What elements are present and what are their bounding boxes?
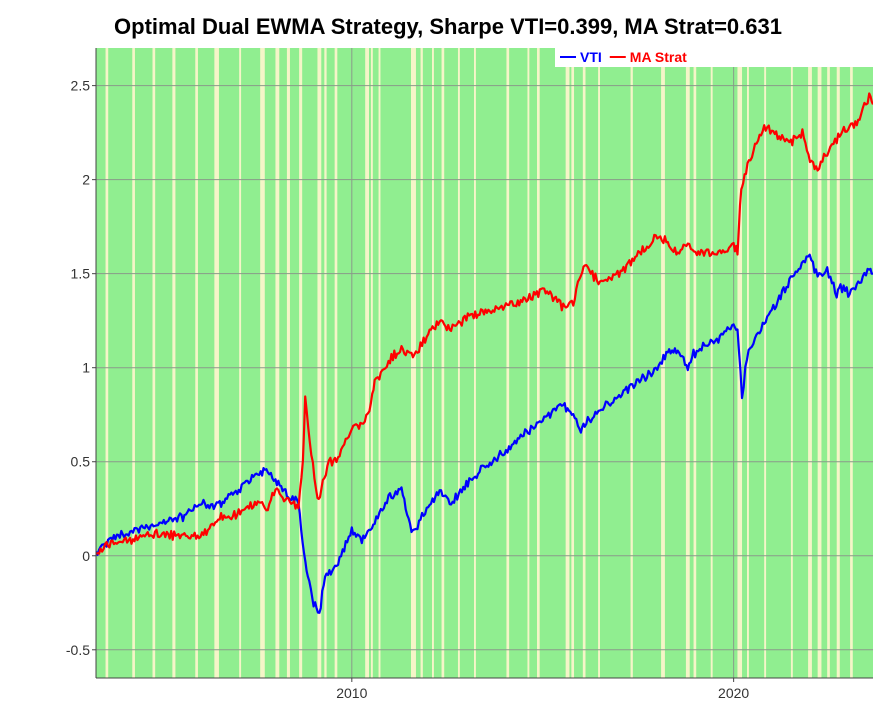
flat-period-band <box>239 48 242 678</box>
flat-period-band <box>747 48 749 678</box>
flat-period-band <box>685 48 690 678</box>
legend-box <box>555 46 873 67</box>
flat-period-band <box>441 48 445 678</box>
x-tick-label: 2010 <box>336 685 367 701</box>
flat-period-band <box>195 48 198 678</box>
y-axis-ticks: -0.5 0 0.5 1 1.5 2 2.5 <box>66 78 96 658</box>
flat-period-band <box>334 48 338 678</box>
flat-period-band <box>693 48 697 678</box>
flat-period-band <box>275 48 280 678</box>
flat-period-band <box>365 48 369 678</box>
series-line-vti <box>96 253 873 614</box>
y-tick-label: 2.5 <box>71 78 91 94</box>
invested-background <box>96 48 873 678</box>
flat-period-band <box>817 48 822 678</box>
y-tick-label: 0 <box>82 548 90 564</box>
flat-period-band <box>420 48 423 678</box>
flat-period-band <box>474 48 476 678</box>
flat-period-band <box>506 48 510 678</box>
legend-label: VTI <box>580 49 602 65</box>
flat-period-band <box>850 48 853 678</box>
flat-period-band <box>299 48 303 678</box>
flat-period-band <box>598 48 600 678</box>
flat-period-band <box>582 48 586 678</box>
y-tick-label: 1 <box>82 360 90 376</box>
flat-period-band <box>827 48 830 678</box>
flat-period-band <box>630 48 633 678</box>
flat-period-band <box>565 48 570 678</box>
flat-period-band <box>324 48 327 678</box>
flat-period-band <box>527 48 530 678</box>
y-tick-label: 1.5 <box>71 266 91 282</box>
flat-period-band <box>808 48 812 678</box>
flat-period-band <box>286 48 290 678</box>
series-line-ma-strat <box>96 92 873 555</box>
flat-period-band <box>378 48 381 678</box>
flat-period-band <box>370 48 373 678</box>
flat-period-band <box>457 48 460 678</box>
flat-period-band <box>710 48 713 678</box>
y-tick-label: -0.5 <box>66 642 90 658</box>
flat-period-band <box>411 48 416 678</box>
chart-title: Optimal Dual EWMA Strategy, Sharpe VTI=0… <box>114 14 782 39</box>
legend: VTI MA Strat <box>555 46 873 67</box>
flat-period-band <box>432 48 434 678</box>
flat-period-band <box>836 48 840 678</box>
flat-period-band <box>214 48 219 678</box>
x-axis-ticks: 2010 2020 <box>336 678 749 701</box>
flat-period-band <box>152 48 156 678</box>
flat-period-band <box>764 48 767 678</box>
flat-period-band <box>790 48 793 678</box>
gridlines <box>96 48 873 678</box>
flat-period-band <box>537 48 540 678</box>
flat-period-band <box>317 48 322 678</box>
y-tick-label: 2 <box>82 172 90 188</box>
series-lines <box>96 92 873 614</box>
flat-period-band <box>172 48 176 678</box>
flat-period-band <box>260 48 265 678</box>
plot-area <box>95 48 873 679</box>
flat-period-band <box>105 48 109 678</box>
x-tick-label: 2020 <box>718 685 749 701</box>
flat-period-band <box>571 48 575 678</box>
flat-period-band <box>132 48 135 678</box>
y-tick-label: 0.5 <box>71 454 91 470</box>
legend-label: MA Strat <box>630 49 687 65</box>
